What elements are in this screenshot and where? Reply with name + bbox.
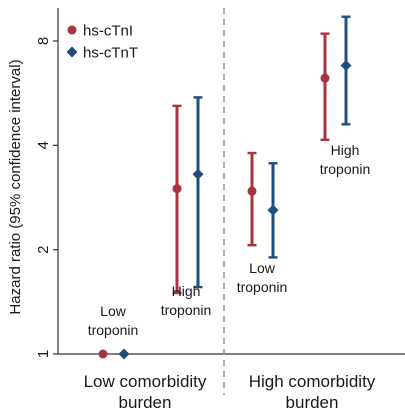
category-label-line2: troponin (320, 161, 371, 177)
legend-label: hs-cTnI (83, 23, 133, 40)
group-label-line2: burden (119, 393, 172, 412)
y-axis-label: Hazard ratio (95% confidence interval) (7, 59, 24, 314)
axes (57, 8, 405, 355)
data-point (98, 349, 108, 359)
y-tick-label: 2 (35, 245, 52, 253)
legend-label: hs-cTnT (83, 45, 138, 62)
data-point (247, 151, 257, 247)
y-ticks: 1 2 4 8 (35, 37, 58, 358)
data-point (267, 162, 279, 259)
category-labels: Low troponin High troponin Low troponin High tr… (88, 142, 371, 338)
group-label: High comorbidity burden (249, 372, 376, 412)
point-marker (247, 186, 257, 196)
group-label-line1: Low comorbidity (84, 372, 207, 391)
data-point (118, 348, 130, 360)
group-labels: Low comorbidity burden High comorbidity bur… (84, 372, 376, 412)
point-marker (67, 25, 77, 35)
data-point (172, 104, 182, 295)
point-marker (267, 204, 279, 216)
data-point (320, 32, 330, 141)
y-tick-label: 4 (35, 141, 52, 149)
category-label-line2: troponin (237, 279, 288, 295)
point-marker (98, 349, 108, 359)
group-label-line2: burden (286, 393, 339, 412)
point-marker (192, 168, 204, 180)
point-marker (340, 59, 352, 71)
category-label-line1: High (331, 142, 360, 158)
category-label: Low troponin (237, 260, 288, 295)
category-label: High troponin (161, 283, 212, 318)
group-label-line1: High comorbidity (249, 372, 376, 391)
point-marker (172, 184, 182, 194)
point-marker (66, 46, 78, 58)
category-label-line2: troponin (161, 302, 212, 318)
legend: hs-cTnI hs-cTnT (66, 23, 138, 62)
category-label-line1: Low (249, 260, 276, 276)
y-tick-label: 8 (35, 37, 52, 45)
category-label-line1: High (172, 283, 201, 299)
point-marker (320, 73, 330, 83)
legend-item: hs-cTnT (66, 45, 138, 62)
y-tick-label: 1 (35, 350, 52, 358)
point-marker (118, 348, 130, 360)
legend-item: hs-cTnI (67, 23, 133, 40)
category-label-line2: troponin (88, 322, 139, 338)
category-label: Low troponin (88, 303, 139, 338)
series-marks (98, 15, 352, 360)
data-point (192, 96, 204, 289)
group-label: Low comorbidity burden (84, 372, 207, 412)
category-label-line1: Low (100, 303, 127, 319)
data-point (340, 15, 352, 126)
category-label: High troponin (320, 142, 371, 177)
